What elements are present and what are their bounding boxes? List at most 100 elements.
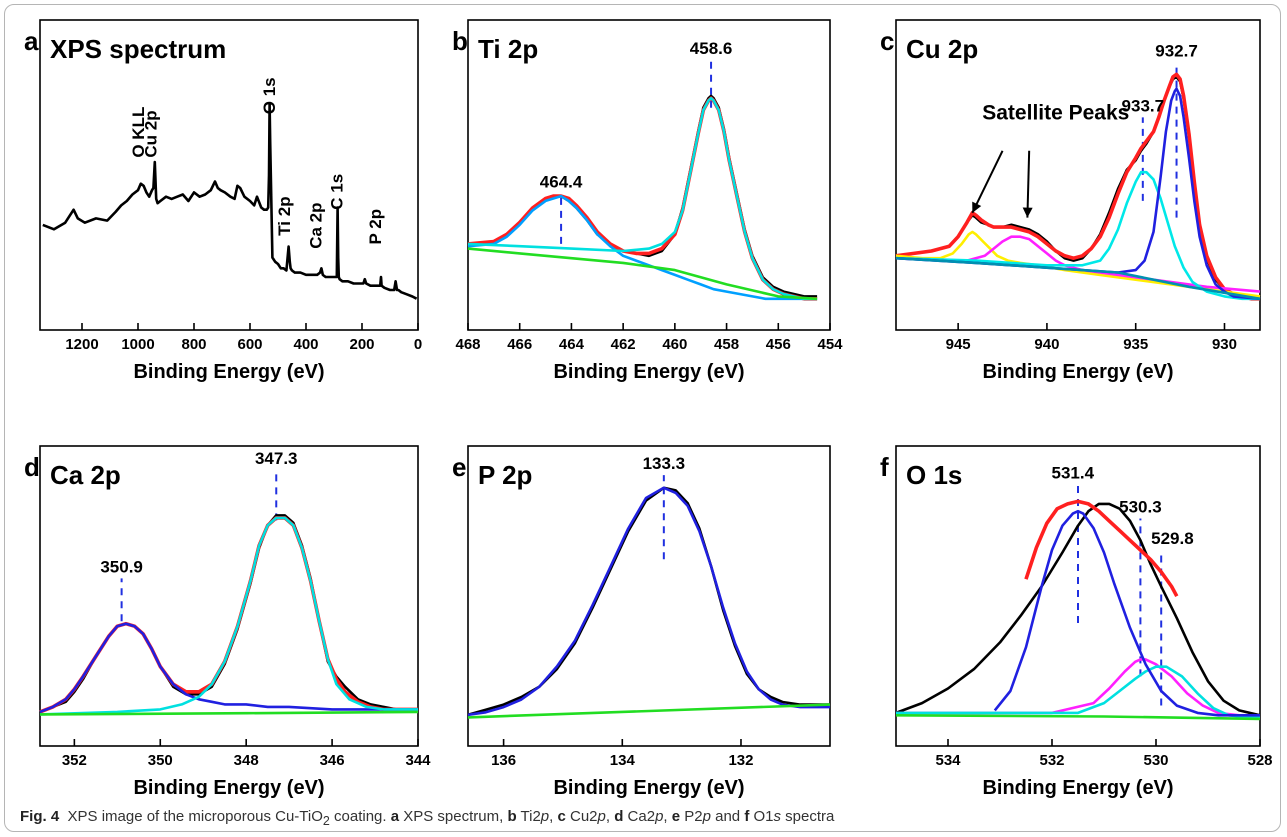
series-line bbox=[39, 516, 418, 714]
x-tick-label: 940 bbox=[1034, 336, 1059, 353]
series-line bbox=[895, 230, 1261, 298]
series-line bbox=[467, 96, 818, 301]
caption-b-i: p bbox=[540, 808, 550, 825]
panel-b: 468 466 464 462 460 458 456 454 Binding Energy (… bbox=[452, 19, 843, 383]
series-line bbox=[467, 96, 818, 301]
series-line bbox=[895, 72, 1260, 301]
series-line bbox=[895, 170, 1260, 301]
arrow-head bbox=[972, 201, 982, 213]
plot-frame bbox=[895, 445, 1261, 747]
caption-e: e bbox=[671, 808, 681, 825]
x-tick-label: 468 bbox=[455, 336, 480, 353]
plot-frame bbox=[39, 19, 419, 331]
x-tick-label: 945 bbox=[946, 336, 971, 353]
caption-d-text: Ca2 bbox=[623, 808, 656, 825]
x-tick-label: 400 bbox=[293, 336, 318, 353]
panel-title: Ca 2p bbox=[50, 460, 121, 490]
series-line bbox=[39, 514, 418, 714]
caption-f: f bbox=[744, 808, 750, 825]
peak-annotation: P 2p bbox=[366, 209, 385, 245]
panel-letter: a bbox=[24, 26, 39, 56]
series-line bbox=[467, 486, 830, 717]
panel-title: Cu 2p bbox=[906, 34, 978, 64]
x-tick-label: 346 bbox=[320, 752, 345, 769]
x-tick-label: 460 bbox=[662, 336, 687, 353]
caption-c: c bbox=[557, 808, 566, 825]
x-tick-label: 600 bbox=[237, 336, 262, 353]
panel-title: Ti 2p bbox=[478, 34, 538, 64]
series-line bbox=[896, 658, 1260, 717]
series-line bbox=[39, 622, 418, 714]
x-tick-label: 348 bbox=[234, 752, 259, 769]
peak-annotation: Cu 2p bbox=[142, 110, 161, 157]
xps-figure: 1200 1000 800 600 400 200 0 Binding Energy (eV)… bbox=[24, 19, 1273, 799]
peak-label: 530.3 bbox=[1119, 497, 1162, 516]
plot-frame bbox=[467, 19, 831, 331]
panel-title: O 1s bbox=[906, 460, 962, 490]
peak-label: 458.6 bbox=[690, 39, 733, 58]
panel-letter: c bbox=[880, 26, 894, 56]
x-tick-label: 136 bbox=[491, 752, 516, 769]
panel-title: XPS spectrum bbox=[50, 34, 226, 64]
caption-d: d bbox=[614, 808, 624, 825]
series-line bbox=[895, 87, 1261, 301]
caption-text-2: coating. bbox=[329, 808, 391, 825]
x-tick-label: 534 bbox=[935, 752, 961, 769]
x-tick-label: 0 bbox=[414, 336, 422, 353]
x-tick-label: 200 bbox=[349, 336, 374, 353]
caption-e-i: p bbox=[702, 808, 711, 825]
caption-f-i: s bbox=[773, 808, 782, 825]
x-axis-label: Binding Energy (eV) bbox=[133, 361, 324, 383]
series-line bbox=[895, 714, 1261, 721]
caption-b-text: Ti2 bbox=[516, 808, 541, 825]
x-tick-label: 1200 bbox=[65, 336, 98, 353]
series-line bbox=[467, 247, 818, 301]
peak-label: 933.7 bbox=[1122, 96, 1165, 115]
panel-d: 352 350 348 346 344 Binding Energy (eV) d Ca 2p… bbox=[24, 445, 431, 799]
x-tick-label: 464 bbox=[559, 336, 585, 353]
x-tick-label: 532 bbox=[1039, 752, 1064, 769]
x-axis-label: Binding Energy (eV) bbox=[133, 777, 324, 799]
x-tick-label: 454 bbox=[817, 336, 843, 353]
series-line bbox=[895, 502, 1261, 717]
series-line bbox=[39, 516, 418, 716]
figure-frame bbox=[4, 4, 1281, 832]
x-tick-label: 930 bbox=[1212, 336, 1237, 353]
figure-caption: Fig. 4 XPS image of the microporous Cu-T… bbox=[20, 808, 835, 828]
plot-frame bbox=[467, 445, 831, 747]
plot-frame bbox=[39, 445, 419, 747]
x-tick-label: 530 bbox=[1143, 752, 1168, 769]
x-axis-label: Binding Energy (eV) bbox=[982, 361, 1173, 383]
series-line bbox=[42, 102, 418, 300]
peak-annotation: O 1s bbox=[260, 77, 279, 114]
peak-label: 133.3 bbox=[643, 454, 686, 473]
annotation-arrow bbox=[1026, 150, 1031, 218]
caption-a: a bbox=[390, 808, 400, 825]
x-tick-label: 456 bbox=[766, 336, 791, 353]
peak-annotation: O KLL bbox=[129, 107, 148, 158]
arrow-head bbox=[1022, 207, 1033, 218]
panel-letter: b bbox=[452, 26, 468, 56]
panel-a: 1200 1000 800 600 400 200 0 Binding Energy (eV)… bbox=[24, 19, 422, 383]
x-axis-label: Binding Energy (eV) bbox=[982, 777, 1173, 799]
x-tick-label: 800 bbox=[181, 336, 206, 353]
x-tick-label: 132 bbox=[728, 752, 753, 769]
peak-annotation: Ca 2p bbox=[306, 202, 325, 248]
series-line bbox=[467, 703, 831, 719]
panel-letter: d bbox=[24, 452, 40, 482]
peak-label: 932.7 bbox=[1155, 41, 1198, 60]
panel-e: 136 134 132 Binding Energy (eV) e P 2p 133.3 bbox=[452, 445, 831, 799]
caption-label: Fig. 4 bbox=[20, 808, 60, 825]
x-tick-label: 462 bbox=[611, 336, 636, 353]
series-line bbox=[467, 194, 818, 301]
panel-f: 534 532 530 528 Binding Energy (eV) f O 1s 531.… bbox=[880, 445, 1273, 799]
peak-label: 529.8 bbox=[1151, 529, 1194, 548]
x-tick-label: 528 bbox=[1247, 752, 1272, 769]
caption-end: spectra bbox=[781, 808, 835, 825]
caption-f-text: O1 bbox=[749, 808, 774, 825]
x-tick-label: 466 bbox=[507, 336, 532, 353]
caption-sub: 2 bbox=[322, 814, 330, 828]
series-line bbox=[467, 486, 830, 717]
annotation-label: Satellite Peaks bbox=[982, 102, 1129, 125]
series-line bbox=[39, 710, 419, 716]
